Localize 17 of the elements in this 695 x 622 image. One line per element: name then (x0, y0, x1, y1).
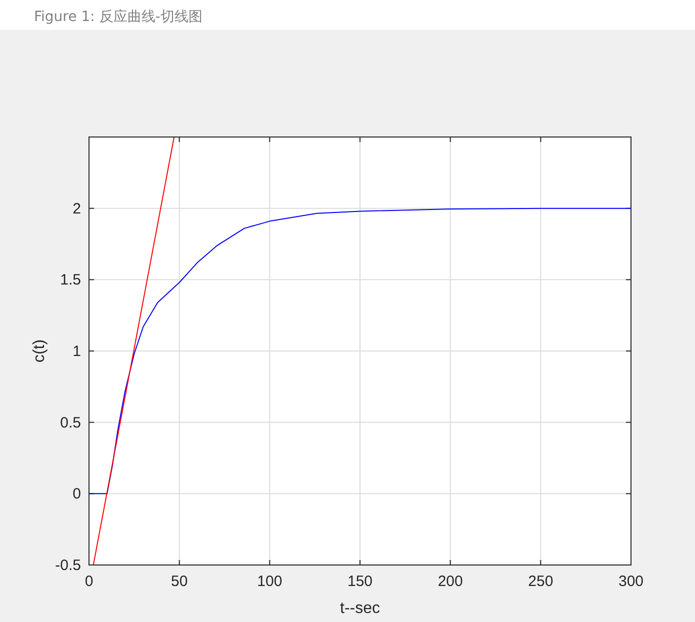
x-axis-title: t--sec (340, 600, 380, 617)
x-tick-label: 300 (618, 573, 644, 590)
x-tick-label: 250 (528, 573, 554, 590)
x-tick-label: 200 (438, 573, 463, 590)
y-tick-label: 0.5 (60, 414, 81, 432)
y-tick-label: 0 (72, 486, 81, 503)
chart-title: Figure 1: 反应曲线-切线图 (34, 9, 202, 25)
x-tick-label: 150 (347, 573, 373, 590)
y-tick-label: 1 (72, 343, 81, 360)
x-tick-label: 50 (170, 573, 188, 590)
y-tick-label: 2 (72, 200, 81, 218)
x-tick-label: 100 (257, 573, 282, 590)
x-tick-label: 0 (84, 573, 94, 590)
y-tick-label: -0.5 (55, 557, 81, 574)
y-axis-title: c(t) (31, 339, 48, 363)
y-tick-label: 1.5 (60, 272, 81, 289)
line-series (88, 208, 632, 494)
